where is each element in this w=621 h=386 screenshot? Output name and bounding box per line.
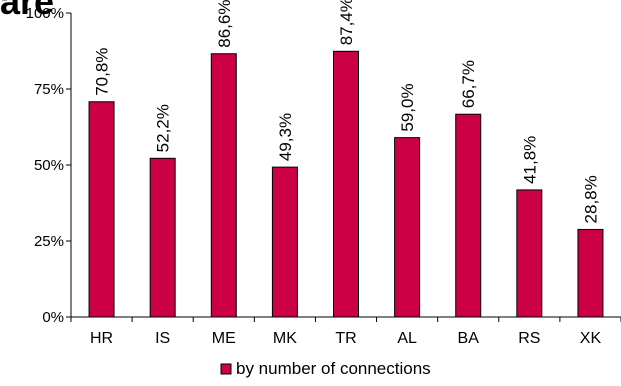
chart-title-fragment: are	[0, 0, 55, 22]
bar-tr	[333, 50, 359, 318]
bar-me	[210, 53, 237, 318]
x-tick-label: RS	[518, 330, 540, 347]
y-tick-label: 25%	[34, 233, 64, 250]
y-tick-label: 100%	[26, 5, 64, 22]
data-label: 41,8%	[520, 136, 539, 184]
y-tick-label: 50%	[34, 157, 64, 174]
bar-hr	[88, 101, 115, 318]
y-tick-label: 75%	[34, 81, 64, 98]
bar-is	[149, 157, 176, 318]
x-tick-label: XK	[580, 330, 602, 347]
bar-mk	[271, 166, 298, 318]
x-tick-label: TR	[335, 330, 356, 347]
data-label: 66,7%	[459, 60, 478, 108]
bar-ba	[455, 113, 482, 318]
bar-xk	[577, 228, 604, 318]
data-label: 70,8%	[93, 48, 112, 96]
x-tick-label: IS	[155, 330, 170, 347]
bar-al	[394, 137, 421, 318]
legend-label: by number of connections	[236, 359, 431, 378]
x-tick-label: ME	[212, 330, 236, 347]
x-tick-label: BA	[458, 330, 480, 347]
legend-swatch	[220, 363, 232, 375]
bar-rs	[516, 189, 543, 318]
data-label: 49,3%	[276, 113, 295, 161]
x-tick-label: AL	[397, 330, 417, 347]
data-label: 59,0%	[398, 83, 417, 131]
data-label: 86,6%	[215, 0, 234, 48]
y-tick-label: 0%	[42, 309, 64, 326]
x-tick-label: HR	[90, 330, 113, 347]
data-label: 52,2%	[154, 104, 173, 152]
data-label: 87,4%	[337, 0, 356, 45]
x-tick-label: MK	[273, 330, 297, 347]
data-label: 28,8%	[581, 175, 600, 223]
